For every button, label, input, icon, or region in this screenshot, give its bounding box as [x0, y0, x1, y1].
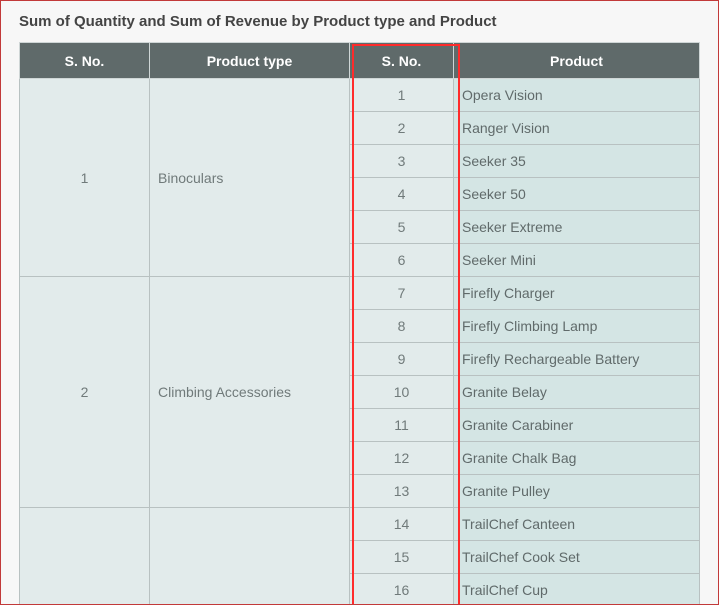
header-product: Product	[454, 43, 700, 79]
product-name: Seeker Mini	[454, 244, 700, 277]
product-name: Granite Belay	[454, 376, 700, 409]
table-body: 1 Binoculars 1 Opera Vision 2 Ranger Vis…	[20, 79, 700, 605]
group-sno	[20, 508, 150, 605]
product-sno: 14	[350, 508, 454, 541]
table-row: 14 TrailChef Canteen	[20, 508, 700, 541]
product-sno: 16	[350, 574, 454, 605]
product-sno: 12	[350, 442, 454, 475]
group-sno: 2	[20, 277, 150, 508]
product-name: Firefly Climbing Lamp	[454, 310, 700, 343]
product-sno: 7	[350, 277, 454, 310]
report-title: Sum of Quantity and Sum of Revenue by Pr…	[1, 1, 718, 42]
product-name: Seeker 35	[454, 145, 700, 178]
header-product-type: Product type	[150, 43, 350, 79]
product-sno: 4	[350, 178, 454, 211]
product-name: Granite Carabiner	[454, 409, 700, 442]
product-name: TrailChef Cook Set	[454, 541, 700, 574]
product-sno: 10	[350, 376, 454, 409]
table-row: 1 Binoculars 1 Opera Vision	[20, 79, 700, 112]
product-name: Seeker 50	[454, 178, 700, 211]
product-sno: 6	[350, 244, 454, 277]
product-name: Granite Chalk Bag	[454, 442, 700, 475]
group-product-type: Binoculars	[150, 79, 350, 277]
product-sno: 2	[350, 112, 454, 145]
product-sno: 15	[350, 541, 454, 574]
product-sno: 5	[350, 211, 454, 244]
product-name: Ranger Vision	[454, 112, 700, 145]
table-row: 2 Climbing Accessories 7 Firefly Charger	[20, 277, 700, 310]
product-sno: 13	[350, 475, 454, 508]
group-product-type	[150, 508, 350, 605]
header-sno2: S. No.	[350, 43, 454, 79]
product-sno: 9	[350, 343, 454, 376]
product-sno: 11	[350, 409, 454, 442]
product-name: TrailChef Canteen	[454, 508, 700, 541]
group-sno: 1	[20, 79, 150, 277]
product-name: Firefly Charger	[454, 277, 700, 310]
product-name: Opera Vision	[454, 79, 700, 112]
product-name: TrailChef Cup	[454, 574, 700, 605]
header-sno1: S. No.	[20, 43, 150, 79]
product-sno: 3	[350, 145, 454, 178]
report-frame: Sum of Quantity and Sum of Revenue by Pr…	[0, 0, 719, 605]
group-product-type: Climbing Accessories	[150, 277, 350, 508]
product-name: Firefly Rechargeable Battery	[454, 343, 700, 376]
table-header-row: S. No. Product type S. No. Product	[20, 43, 700, 79]
product-table: S. No. Product type S. No. Product 1 Bin…	[19, 42, 700, 605]
product-sno: 1	[350, 79, 454, 112]
product-sno: 8	[350, 310, 454, 343]
product-name: Seeker Extreme	[454, 211, 700, 244]
product-name: Granite Pulley	[454, 475, 700, 508]
